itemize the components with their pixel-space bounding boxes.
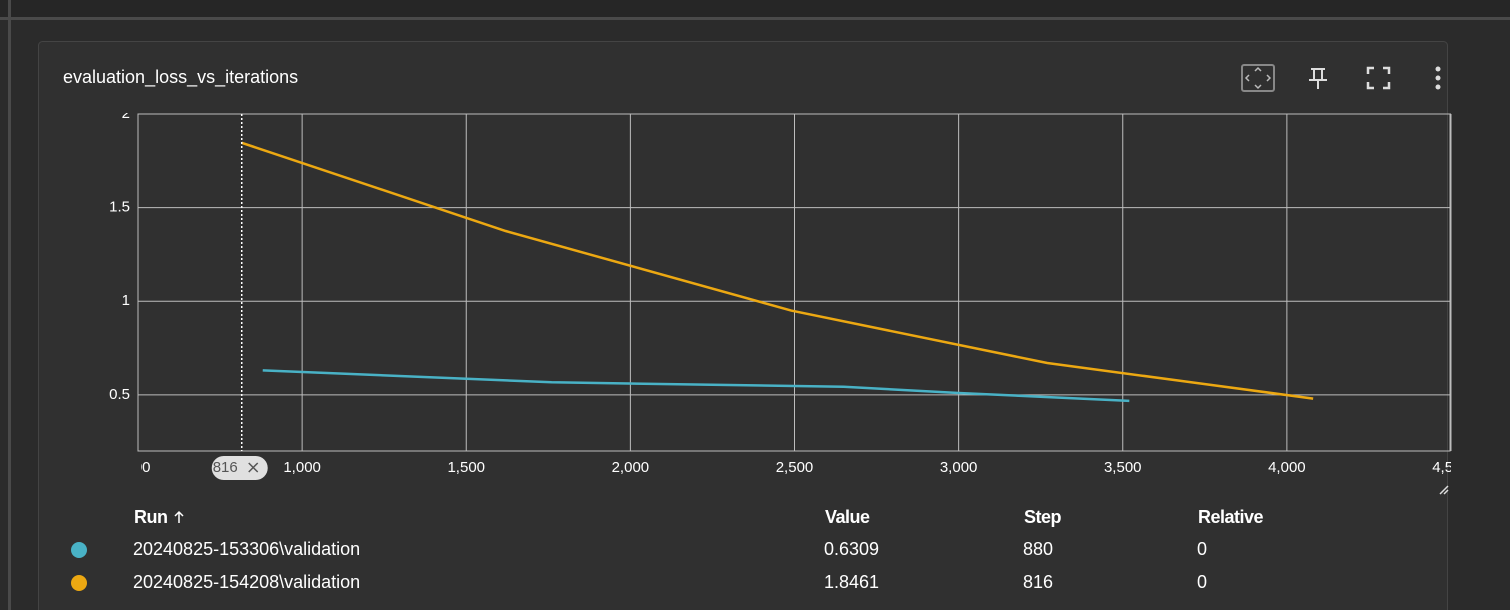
run-name: 20240825-153306\validation — [133, 539, 360, 559]
y-tick-label: 0.5 — [109, 386, 130, 403]
pin-button[interactable] — [1309, 68, 1327, 89]
run-color-dot — [71, 575, 87, 591]
table-cell: 1.8461 — [824, 572, 879, 592]
resize-handle[interactable] — [1439, 485, 1449, 495]
x-tick-label: 1,500 — [447, 459, 485, 476]
top-strip — [0, 0, 1510, 18]
table-cell: 0.6309 — [824, 539, 879, 559]
y-tick-label: 2 — [122, 105, 130, 122]
y-axis-labels: 0.5 1 1.5 2 — [109, 105, 130, 403]
series-line — [262, 369, 1130, 403]
series-line — [241, 141, 1314, 400]
x-axis-labels: 500 1,000 1,500 2,000 2,500 3,000 3,500 4,000 4,… — [125, 459, 1470, 476]
table-cell: 0 — [1197, 572, 1207, 592]
x-tick-label: 1,000 — [283, 459, 321, 476]
column-header: Relative — [1198, 507, 1264, 527]
run-name: 20240825-154208\validation — [133, 572, 360, 592]
plot-lines — [241, 141, 1314, 403]
run-table: Run Value Step Relative 20240825-153306\vali… — [71, 507, 1264, 592]
sort-arrow — [174, 510, 184, 523]
table-cell: 880 — [1023, 539, 1053, 559]
cursor-badge — [211, 456, 268, 480]
table-cell: 0 — [1197, 539, 1207, 559]
cursor-label: 816 — [213, 459, 238, 476]
y-tick-label: 1.5 — [109, 199, 130, 216]
cursor: 816 — [211, 114, 268, 480]
top-divider — [0, 17, 1510, 20]
x-tick-label: 2,000 — [612, 459, 650, 476]
cursor-close — [248, 462, 259, 473]
x-tick-label: 3,500 — [1104, 459, 1142, 476]
plot-frame — [137, 113, 1451, 452]
y-tick-label: 1 — [122, 292, 130, 309]
x-tick-label: 4,500 — [1432, 459, 1470, 476]
x-tick-label: 4,000 — [1268, 459, 1306, 476]
x-tick-label: 500 — [125, 459, 150, 476]
fullscreen-button[interactable] — [1366, 66, 1391, 90]
column-header: Value — [825, 507, 870, 527]
column-header: Step — [1024, 507, 1062, 527]
column-header: Run — [134, 507, 168, 527]
chart-title: evaluation_loss_vs_iterations — [63, 67, 298, 88]
x-tick-label: 2,500 — [776, 459, 814, 476]
left-divider — [8, 0, 11, 610]
x-tick-label: 3,000 — [940, 459, 978, 476]
table-cell: 816 — [1023, 572, 1053, 592]
card — [38, 41, 1448, 610]
run-color-dot — [71, 542, 87, 558]
menu-button[interactable] — [1435, 66, 1441, 90]
fit-domain-button[interactable] — [1241, 64, 1275, 92]
